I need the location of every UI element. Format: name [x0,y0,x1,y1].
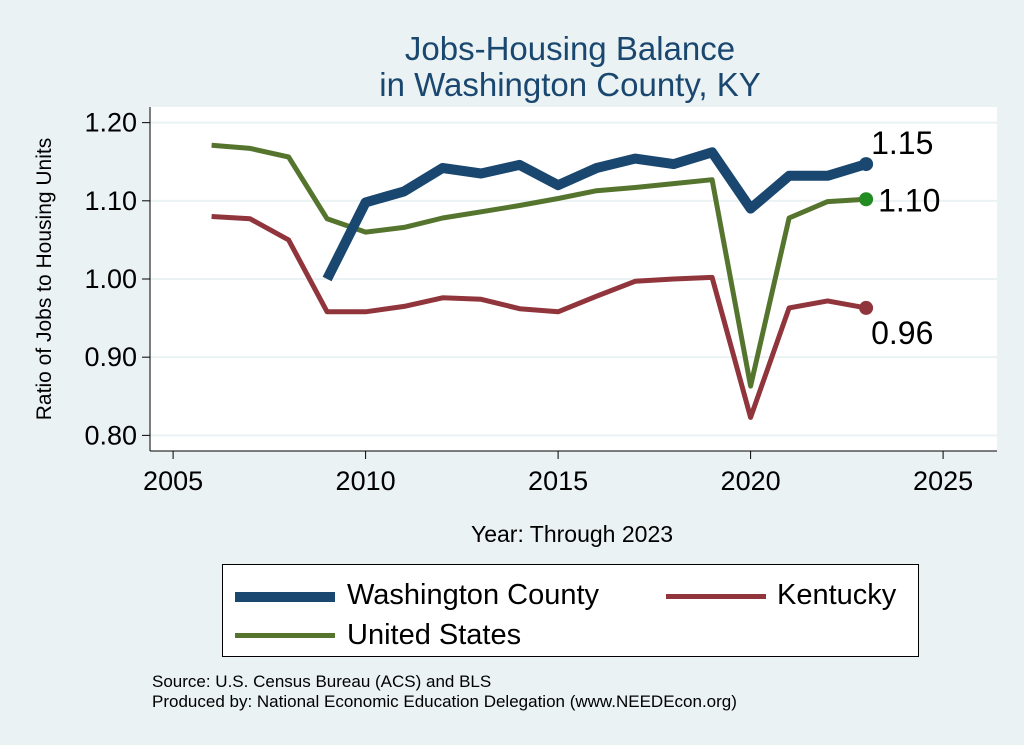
data-point-united-states [404,227,405,228]
data-point-united-states [442,218,443,219]
data-point-kentucky [288,239,289,240]
x-tick-label: 2015 [528,466,588,496]
data-point-kentucky [519,308,520,309]
data-point-kentucky [827,300,828,301]
data-point-united-states [211,145,212,146]
data-point-kentucky [442,297,443,298]
data-point-washington-county [558,185,559,186]
data-point-washington-county [481,173,482,174]
data-point-kentucky [596,296,597,297]
end-marker-united-states [859,192,874,207]
chart-title-line-2: in Washington County, KY [379,66,761,103]
data-point-washington-county [750,208,751,209]
data-point-kentucky [789,307,790,308]
x-tick-label: 2020 [721,466,781,496]
legend-label-united-states: United States [347,619,522,651]
y-tick-label: 0.90 [84,342,137,372]
data-point-kentucky [635,281,636,282]
data-point-washington-county [635,158,636,159]
end-marker-washington-county [859,157,874,172]
series-line-washington-county [322,147,868,282]
data-point-united-states [365,232,366,233]
source-note: Source: U.S. Census Bureau (ACS) and BLS… [152,672,737,712]
data-point-united-states [635,187,636,188]
data-point-washington-county [365,202,366,203]
data-point-united-states [519,205,520,206]
x-tick-label: 2005 [143,466,203,496]
data-point-kentucky [673,279,674,280]
end-label-washington-county: 1.15 [871,125,933,161]
data-point-washington-county [519,164,520,165]
data-point-united-states [750,386,751,387]
data-point-kentucky [327,311,328,312]
data-point-united-states [673,183,674,184]
data-point-united-states [481,211,482,212]
data-point-washington-county [673,164,674,165]
legend-label-washington-county: Washington County [347,579,600,611]
y-tick-label: 0.80 [84,420,137,450]
data-point-kentucky [365,311,366,312]
series-line-kentucky [211,214,867,420]
data-point-kentucky [712,277,713,278]
data-point-washington-county [827,175,828,176]
data-point-united-states [789,218,790,219]
data-point-washington-county [442,167,443,168]
y-tick-label: 1.10 [84,186,137,216]
y-axis-label: Ratio of Jobs to Housing Units [33,138,56,420]
data-point-washington-county [789,175,790,176]
data-point-washington-county [596,167,597,168]
x-tick-label: 2010 [336,466,396,496]
data-point-washington-county [404,191,405,192]
legend-swatch-washington-county [235,592,335,602]
producer-line: Produced by: National Economic Education… [152,692,737,711]
data-point-united-states [558,198,559,199]
data-point-kentucky [404,306,405,307]
data-point-united-states [596,190,597,191]
legend-label-kentucky: Kentucky [777,579,897,611]
data-point-washington-county [327,279,328,280]
data-point-kentucky [750,417,751,418]
data-point-kentucky [250,218,251,219]
x-tick-label: 2025 [913,466,973,496]
data-point-united-states [327,218,328,219]
end-label-united-states: 1.10 [878,182,940,218]
line-chart: 0.80 0.90 1.00 1.10 1.20 2005 2010 2015 2020 2025… [33,107,997,496]
y-tick-label: 1.00 [84,264,137,294]
data-point-united-states [250,148,251,149]
x-axis-label: Year: Through 2023 [470,521,674,547]
source-line: Source: U.S. Census Bureau (ACS) and BLS [152,672,492,691]
data-point-kentucky [558,311,559,312]
series-line-united-states [211,142,867,389]
legend-swatch-kentucky [666,594,766,599]
data-point-kentucky [211,216,212,217]
data-point-kentucky [481,299,482,300]
data-point-united-states [827,201,828,202]
data-point-united-states [288,157,289,158]
legend-swatch-united-states [235,633,335,638]
data-point-washington-county [712,152,713,153]
data-point-united-states [712,179,713,180]
chart-title-line-1: Jobs-Housing Balance [404,30,736,67]
y-tick-label: 1.20 [84,108,137,138]
legend: Washington County Kentucky United States [222,564,919,657]
end-marker-kentucky [859,300,874,315]
end-label-kentucky: 0.96 [871,315,933,351]
